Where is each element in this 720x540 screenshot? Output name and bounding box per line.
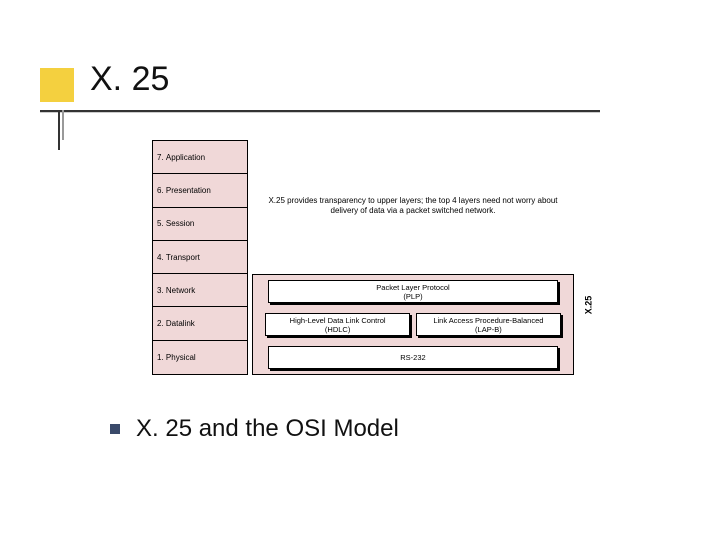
layer-name: Network	[166, 286, 195, 295]
x25-network-row: Packet Layer Protocol (PLP)	[253, 275, 573, 308]
bullet-square-icon	[110, 424, 120, 434]
slide-title: X. 25	[90, 60, 169, 99]
rs232-box: RS-232	[268, 346, 558, 369]
bullet-text: X. 25 and the OSI Model	[136, 415, 399, 443]
hdlc-box: High-Level Data Link Control (HDLC)	[265, 313, 410, 336]
proto-line1: Link Access Procedure-Balanced	[433, 316, 543, 325]
x25-datalink-row: High-Level Data Link Control (HDLC) Link…	[253, 308, 573, 341]
osi-x25-diagram: OSI Model X.25 7. Application 6. Present…	[150, 140, 580, 375]
layer-num: 1.	[157, 353, 164, 362]
layer-name: Presentation	[166, 186, 211, 195]
x25-protocols-box: Packet Layer Protocol (PLP) High-Level D…	[252, 274, 574, 375]
layer-name: Transport	[166, 253, 200, 262]
title-accent-block	[40, 68, 74, 102]
layer-transport: 4. Transport	[153, 241, 247, 274]
layer-name: Session	[166, 219, 194, 228]
x25-physical-row: RS-232	[253, 341, 573, 374]
proto-line1: Packet Layer Protocol	[376, 283, 449, 292]
x25-label: X.25	[584, 295, 594, 314]
layer-network: 3. Network	[153, 274, 247, 307]
layer-presentation: 6. Presentation	[153, 174, 247, 207]
layer-num: 3.	[157, 286, 164, 295]
plp-box: Packet Layer Protocol (PLP)	[268, 280, 558, 303]
title-vertical-accent-shadow	[62, 110, 64, 140]
proto-line2: (HDLC)	[325, 325, 350, 334]
proto-line2: (PLP)	[403, 292, 422, 301]
layer-physical: 1. Physical	[153, 341, 247, 374]
lapb-box: Link Access Procedure-Balanced (LAP-B)	[416, 313, 561, 336]
layer-application: 7. Application	[153, 141, 247, 174]
osi-layers-column: 7. Application 6. Presentation 5. Sessio…	[152, 140, 248, 375]
title-vertical-accent	[58, 110, 60, 150]
proto-line2: (LAP-B)	[475, 325, 502, 334]
layer-name: Physical	[166, 353, 196, 362]
layer-num: 5.	[157, 219, 164, 228]
upper-layers-note: X.25 provides transparency to upper laye…	[250, 146, 576, 266]
proto-line1: High-Level Data Link Control	[290, 316, 386, 325]
layer-num: 2.	[157, 319, 164, 328]
layer-name: Application	[166, 153, 205, 162]
x25-column: X.25 provides transparency to upper laye…	[250, 140, 576, 375]
layer-num: 7.	[157, 153, 164, 162]
layer-datalink: 2. Datalink	[153, 307, 247, 340]
layer-session: 5. Session	[153, 208, 247, 241]
proto-line1: RS-232	[400, 353, 425, 362]
bullet-item: X. 25 and the OSI Model	[110, 415, 399, 443]
layer-num: 4.	[157, 253, 164, 262]
layer-num: 6.	[157, 186, 164, 195]
layer-name: Datalink	[166, 319, 195, 328]
title-underline-shadow	[40, 112, 600, 113]
